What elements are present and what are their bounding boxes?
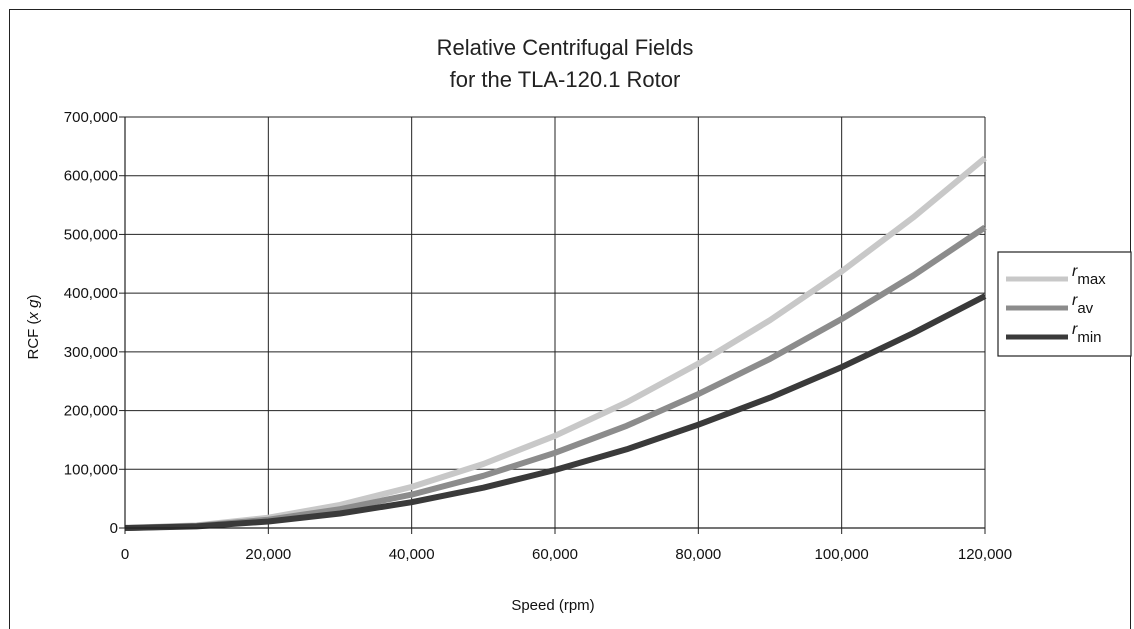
- x-tick-label: 100,000: [815, 546, 869, 563]
- legend-label-subscript: min: [1077, 329, 1101, 346]
- y-axis-label: RCF (x g): [25, 294, 42, 359]
- x-tick-label: 120,000: [958, 546, 1012, 563]
- legend-label-r: r: [1072, 321, 1078, 338]
- y-axis-label-italic: x g: [25, 299, 42, 321]
- legend-label-min: rmin: [1072, 321, 1102, 346]
- y-tick-label: 200,000: [64, 403, 118, 420]
- y-tick-label: 400,000: [64, 285, 118, 302]
- tick-labels: 0 20,000 40,000 60,000 80,000 100,000 120,000 0…: [64, 109, 1012, 563]
- legend-label-r: r: [1072, 263, 1078, 280]
- chart-title-line-2: for the TLA-120.1 Rotor: [450, 67, 681, 92]
- series-layer: [124, 155, 987, 531]
- legend-label-max: rmax: [1072, 263, 1106, 288]
- axes: [119, 116, 986, 534]
- legend-label-subscript: av: [1077, 300, 1093, 317]
- x-tick-label: 60,000: [532, 546, 578, 563]
- legend-box: [997, 251, 1132, 357]
- y-tick-label: 600,000: [64, 168, 118, 185]
- series-line-min: [124, 293, 987, 531]
- y-tick-label: 500,000: [64, 226, 118, 243]
- x-tick-label: 40,000: [389, 546, 435, 563]
- x-tick-label: 0: [121, 546, 129, 563]
- chart-title-line-1: Relative Centrifugal Fields: [437, 35, 694, 60]
- y-tick-label: 0: [110, 520, 118, 537]
- y-tick-label: 700,000: [64, 109, 118, 126]
- x-tick-label: 20,000: [245, 546, 291, 563]
- legend-label-r: r: [1072, 292, 1078, 309]
- y-axis-label-suffix: ): [25, 294, 42, 299]
- legend-label-av: rav: [1072, 292, 1094, 317]
- y-tick-label: 300,000: [64, 344, 118, 361]
- x-axis-label: Speed (rpm): [511, 597, 594, 614]
- y-tick-label: 100,000: [64, 461, 118, 478]
- y-axis-label-prefix: RCF (: [25, 320, 42, 360]
- legend-label-subscript: max: [1077, 271, 1106, 288]
- grid: [125, 116, 986, 528]
- x-tick-label: 80,000: [675, 546, 721, 563]
